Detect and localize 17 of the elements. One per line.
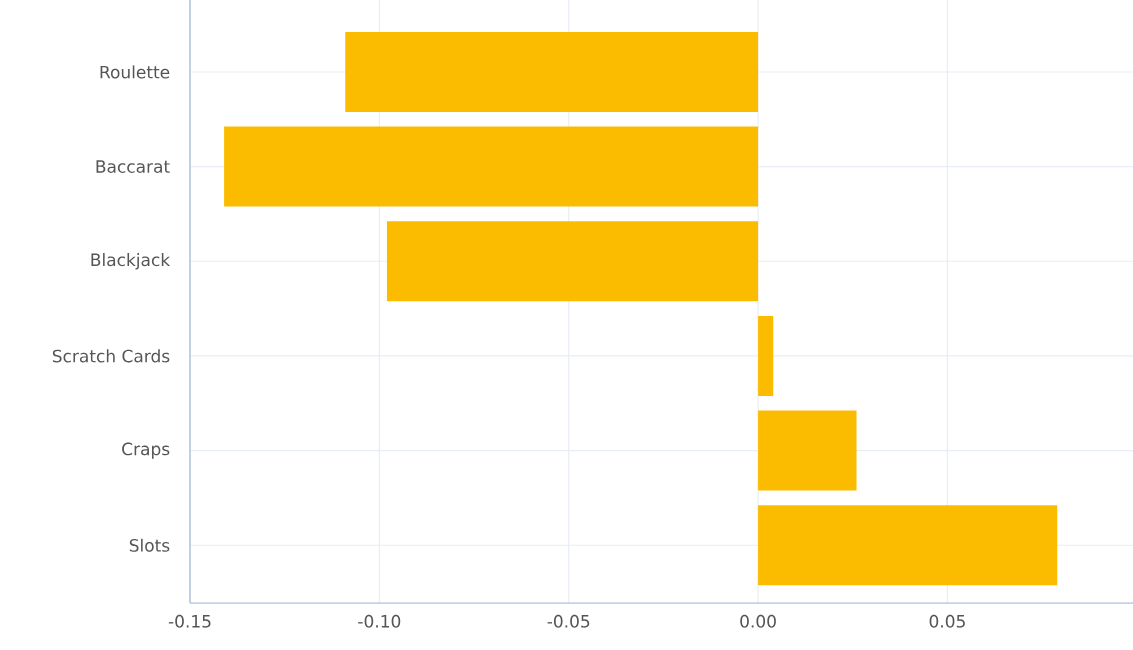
bar — [345, 31, 759, 112]
x-tick-label: 0.05 — [929, 614, 965, 628]
y-tick-label: Blackjack — [91, 253, 171, 270]
y-tick-label: Craps — [122, 442, 170, 459]
x-tick-label: -0.05 — [547, 614, 590, 628]
y-tick-label: Baccarat — [96, 160, 170, 173]
bar — [386, 221, 759, 302]
bar — [224, 126, 759, 207]
x-tick-label: -0.15 — [168, 614, 211, 628]
x-tick-label: 0.00 — [740, 614, 776, 628]
y-tick-label: Scratch Cards — [52, 349, 170, 363]
bar — [758, 410, 857, 491]
x-tick-label: -0.10 — [358, 614, 401, 628]
y-tick-label: Roulette — [100, 65, 170, 79]
y-tick-label: Slots — [129, 538, 170, 552]
bar — [758, 315, 774, 396]
bar — [758, 505, 1058, 586]
